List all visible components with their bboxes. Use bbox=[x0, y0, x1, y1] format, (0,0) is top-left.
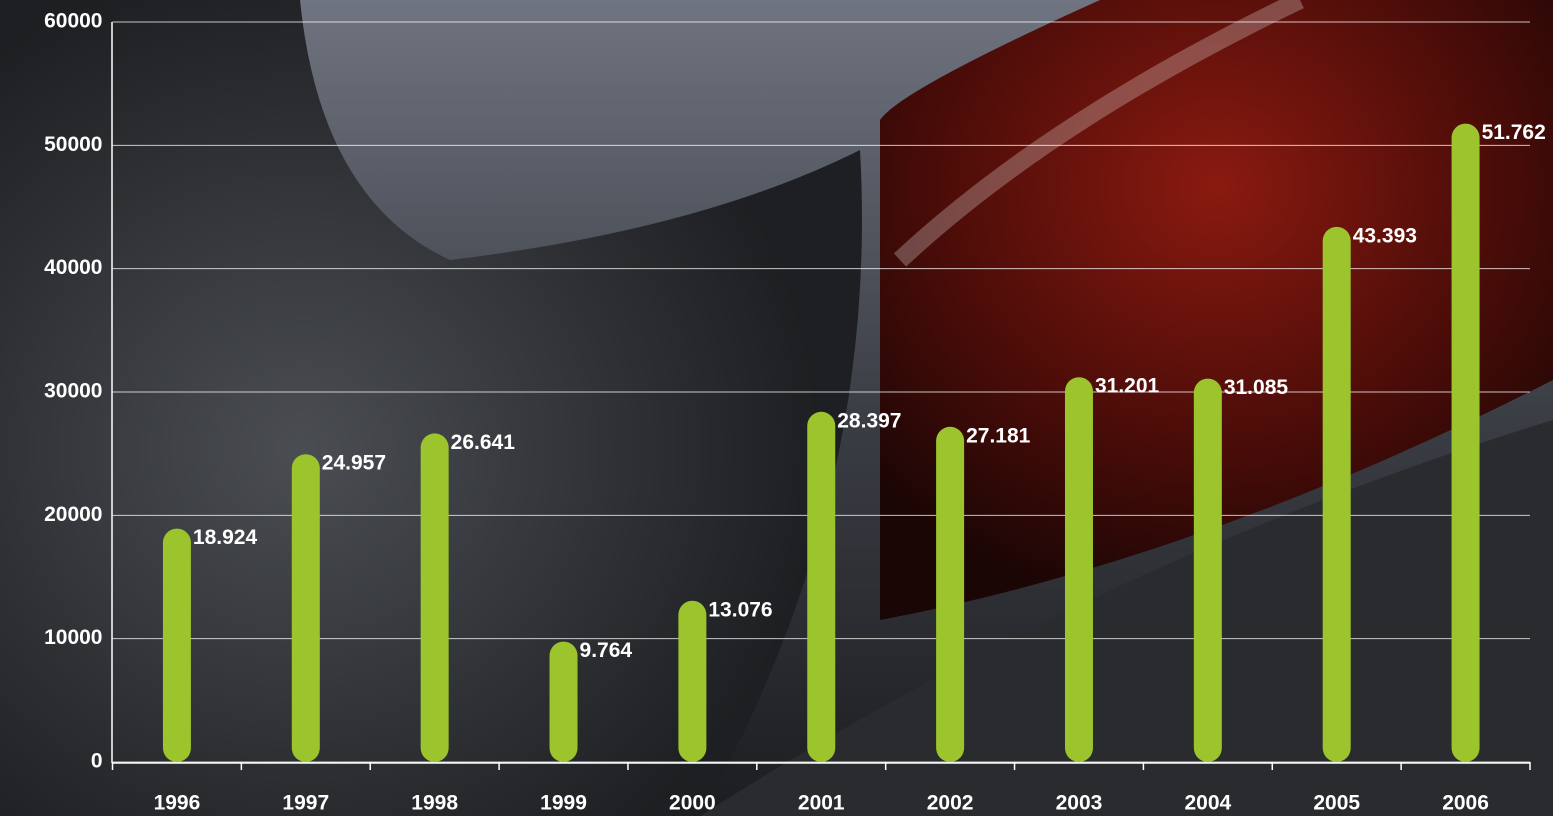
bar bbox=[936, 426, 965, 762]
x-tick-label: 2006 bbox=[1442, 792, 1489, 815]
x-tick-label: 1999 bbox=[540, 792, 587, 815]
value-label: 27.181 bbox=[966, 424, 1031, 447]
bar bbox=[678, 600, 707, 762]
value-label: 28.397 bbox=[837, 409, 901, 432]
y-tick-label: 40000 bbox=[44, 256, 102, 279]
bar bbox=[1322, 226, 1351, 762]
bar bbox=[1193, 378, 1222, 762]
y-tick-label: 20000 bbox=[44, 503, 102, 526]
bar bbox=[807, 411, 836, 762]
x-tick-label: 2002 bbox=[927, 792, 974, 815]
value-label: 51.762 bbox=[1482, 121, 1546, 144]
x-tick-label: 2003 bbox=[1056, 792, 1103, 815]
x-tick-label: 1998 bbox=[411, 792, 458, 815]
bar bbox=[420, 433, 449, 762]
x-tick-label: 2004 bbox=[1184, 792, 1231, 815]
value-label: 31.201 bbox=[1095, 375, 1160, 398]
value-label: 31.085 bbox=[1224, 376, 1289, 399]
y-tick-label: 60000 bbox=[44, 10, 102, 33]
y-tick-label: 10000 bbox=[44, 626, 102, 649]
x-tick-label: 2005 bbox=[1313, 792, 1360, 815]
axes bbox=[111, 22, 1530, 764]
bar bbox=[1064, 377, 1093, 762]
value-label: 43.393 bbox=[1353, 224, 1417, 247]
bar bbox=[549, 641, 578, 762]
value-label: 26.641 bbox=[451, 431, 516, 454]
y-tick-label: 0 bbox=[91, 750, 103, 773]
y-tick-label: 30000 bbox=[44, 380, 102, 403]
value-label: 9.764 bbox=[580, 639, 633, 662]
x-tick-label: 2001 bbox=[798, 792, 845, 815]
bar bbox=[291, 454, 320, 762]
x-tick-label: 2000 bbox=[669, 792, 716, 815]
x-tick-label: 1997 bbox=[282, 792, 329, 815]
y-tick-label: 50000 bbox=[44, 133, 102, 156]
value-label: 24.957 bbox=[322, 452, 386, 475]
value-label: 18.924 bbox=[193, 526, 258, 549]
bar bbox=[1451, 123, 1480, 763]
x-tick-label: 1996 bbox=[154, 792, 201, 815]
bar bbox=[162, 528, 191, 762]
value-label: 13.076 bbox=[708, 598, 772, 621]
